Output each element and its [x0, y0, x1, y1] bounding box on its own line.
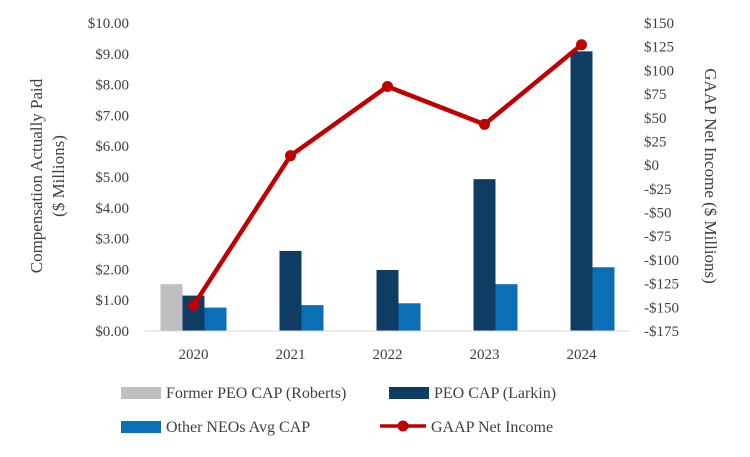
left-axis-title-line2: ($ Millions) [49, 135, 68, 217]
legend-label-peo: PEO CAP (Larkin) [434, 385, 556, 402]
left-axis-ticks: $0.00 $1.00 $2.00 $3.00 $4.00 $5.00 $6.00 $7.00… [88, 16, 129, 340]
legend: Former PEO CAP (Roberts) PEO CAP (Larkin… [121, 385, 556, 436]
right-tick-label: -$50 [644, 206, 672, 222]
legend-item-peo: PEO CAP (Larkin) [389, 385, 556, 402]
bar-peo [473, 179, 496, 331]
left-tick-label: $5.00 [95, 170, 129, 186]
bar-marks [160, 51, 615, 331]
right-tick-label: -$125 [644, 277, 679, 293]
left-tick-label: $10.00 [88, 16, 129, 32]
right-tick-label: -$150 [644, 300, 679, 316]
net-income-point [479, 118, 490, 130]
line-series [188, 39, 587, 311]
right-tick-label: $50 [644, 111, 667, 127]
bar-other-neos [398, 303, 421, 331]
left-tick-label: $2.00 [95, 262, 129, 278]
right-tick-label: -$75 [644, 229, 672, 245]
left-tick-label: $6.00 [95, 139, 129, 155]
bar-peo [279, 250, 302, 331]
bar-former-peo [160, 284, 183, 331]
net-income-point [382, 80, 393, 92]
x-tick-label: 2024 [567, 347, 598, 363]
legend-item-net-income: GAAP Net Income [380, 419, 553, 436]
bar-other-neos [204, 307, 227, 331]
x-tick-label: 2021 [276, 347, 306, 363]
right-tick-label: -$100 [644, 253, 679, 269]
legend-item-former-peo: Former PEO CAP (Roberts) [121, 385, 346, 402]
bar-other-neos [301, 305, 324, 331]
right-tick-label: $0 [644, 158, 659, 174]
right-axis-title: GAAP Net Income ($ Millions) [701, 68, 720, 284]
left-tick-label: $4.00 [95, 201, 129, 217]
legend-marker-net-income [397, 420, 409, 432]
net-income-point [285, 150, 296, 162]
right-tick-label: -$25 [644, 182, 672, 198]
legend-swatch-other-neos [121, 421, 161, 433]
left-tick-label: $9.00 [95, 47, 129, 63]
bar-peo [570, 51, 593, 331]
right-tick-label: $150 [644, 16, 674, 32]
left-tick-label: $0.00 [95, 324, 129, 340]
right-tick-label: $125 [644, 40, 674, 56]
legend-label-former-peo: Former PEO CAP (Roberts) [166, 385, 346, 402]
x-tick-label: 2020 [179, 347, 209, 363]
right-axis-ticks: $150 $125 $100 $75 $50 $25 $0 -$25 -$50 -$75 -$100… [644, 16, 679, 340]
left-tick-label: $7.00 [95, 108, 129, 124]
legend-label-other-neos: Other NEOs Avg CAP [166, 419, 310, 436]
x-tick-label: 2023 [470, 347, 500, 363]
legend-swatch-peo [389, 387, 429, 399]
bar-other-neos [592, 267, 615, 331]
left-tick-label: $8.00 [95, 78, 129, 94]
x-axis-ticks: 2020 2021 2022 2023 2024 [179, 347, 598, 363]
net-income-point [576, 39, 587, 51]
legend-item-other-neos: Other NEOs Avg CAP [121, 419, 310, 436]
right-tick-label: $100 [644, 63, 674, 79]
legend-swatch-former-peo [121, 387, 161, 399]
right-tick-label: $75 [644, 87, 667, 103]
bar-other-neos [495, 284, 518, 331]
x-tick-label: 2022 [373, 347, 403, 363]
left-tick-label: $1.00 [95, 293, 129, 309]
bar-peo [376, 270, 399, 331]
bar-peo [182, 295, 205, 331]
right-tick-label: -$175 [644, 324, 679, 340]
net-income-point [188, 299, 199, 311]
left-axis-title-line1: Compensation Actually Paid [27, 78, 46, 273]
left-tick-label: $3.00 [95, 232, 129, 248]
legend-label-net-income: GAAP Net Income [431, 419, 553, 436]
right-tick-label: $25 [644, 134, 667, 150]
